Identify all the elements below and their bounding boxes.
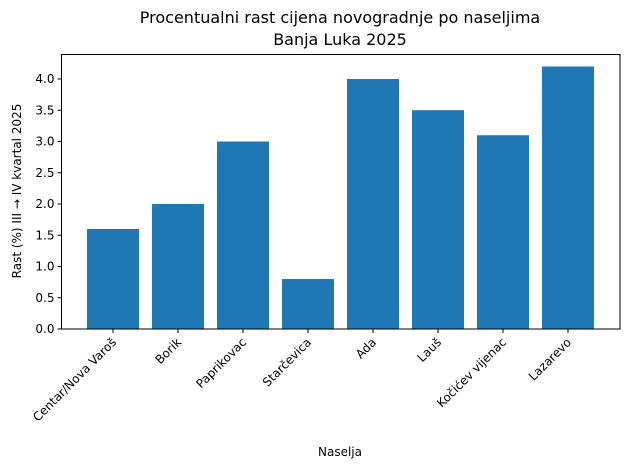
x-axis-label: Naselja — [318, 445, 362, 459]
x-tick-label: Ada — [353, 335, 379, 361]
x-tick-label: Starčevica — [260, 335, 314, 389]
y-axis: 0.0 0.5 1.0 1.5 2.0 2.5 3.0 3.5 4.0 — [35, 72, 62, 336]
chart-title: Procentualni rast cijena novogradnje po … — [140, 8, 540, 27]
y-axis-label: Rast (%) III → IV kvartal 2025 — [10, 104, 24, 279]
x-tick-label: Lazarevo — [526, 335, 574, 383]
y-tick-label: 3.5 — [35, 103, 54, 117]
bar-5 — [412, 110, 464, 329]
x-tick-label: Centar/Nova Varoš — [30, 335, 119, 424]
bar-2 — [217, 141, 269, 329]
bars-group — [87, 66, 594, 329]
x-axis: Centar/Nova Varoš Borik Paprikovac Starčevi… — [30, 329, 574, 424]
bar-0 — [87, 229, 139, 329]
x-tick-label: Paprikovac — [193, 335, 249, 391]
y-tick-label: 1.5 — [35, 228, 54, 242]
plot-frame — [61, 54, 621, 330]
bar-7 — [542, 66, 594, 329]
y-tick-label: 3.0 — [35, 135, 54, 149]
y-tick-label: 2.5 — [35, 166, 54, 180]
x-tick-label: Borik — [152, 335, 184, 367]
chart-subtitle: Banja Luka 2025 — [273, 30, 407, 49]
x-tick-label: Kočićev vijenac — [434, 335, 509, 410]
y-tick-label: 0.0 — [35, 322, 54, 336]
x-tick-label: Lauš — [414, 335, 444, 365]
bar-6 — [477, 135, 529, 329]
y-tick-label: 4.0 — [35, 72, 54, 86]
y-tick-label: 1.0 — [35, 260, 54, 274]
bar-1 — [152, 204, 204, 329]
y-tick-label: 0.5 — [35, 291, 54, 305]
bar-4 — [347, 79, 399, 329]
y-tick-label: 2.0 — [35, 197, 54, 211]
bar-3 — [282, 279, 334, 329]
